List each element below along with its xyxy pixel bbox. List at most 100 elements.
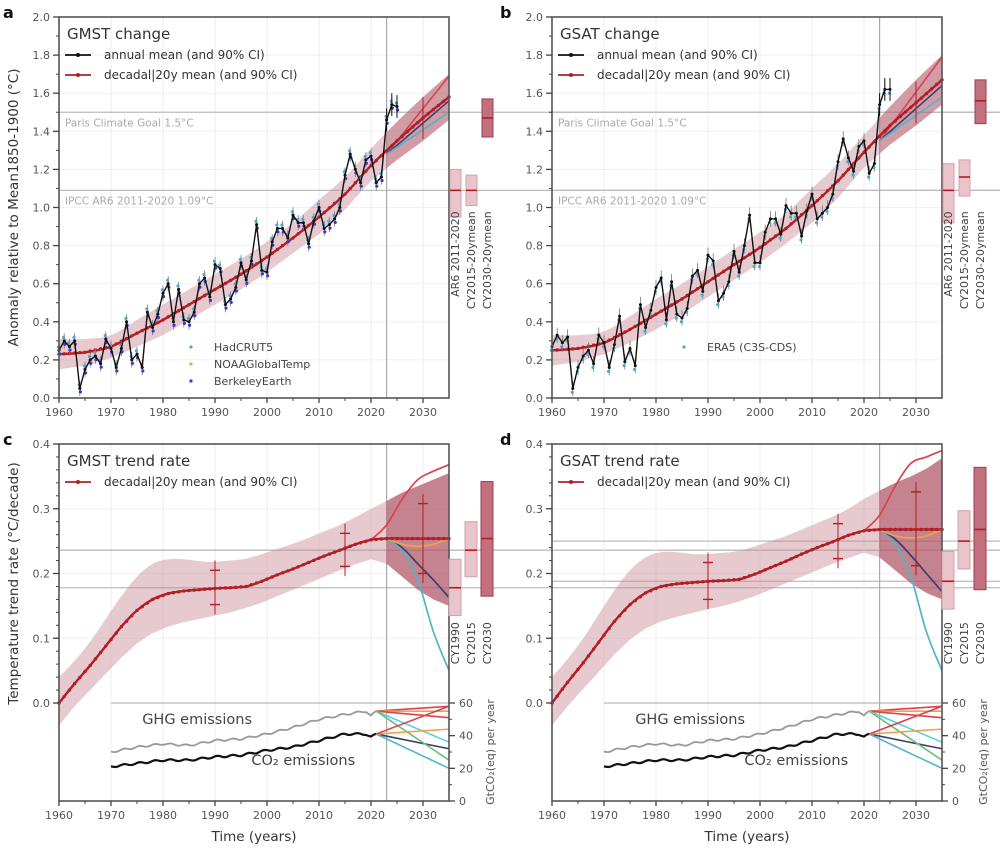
decadal-mean-point [312,558,316,563]
x-tick-label: 1970 [97,809,125,822]
dataset-legend-dot [682,345,686,349]
decadal-mean-point [628,327,632,332]
co2-emissions-label: CO₂ emissions [744,753,848,769]
annual-mean-point [763,230,767,234]
decadal-mean-point [929,87,934,91]
reference-line-label: Paris Climate Goal 1.5°C [558,117,687,129]
side-box-label: CY2015-20ymean [465,211,478,309]
decadal-mean-point [607,338,611,342]
annual-mean-point [125,320,129,324]
annual-mean-point [374,181,378,185]
panel-label-a: a [3,3,14,22]
decadal-mean-point [88,349,92,353]
dataset-point [846,160,850,164]
x-tick-label: 1960 [538,809,566,822]
decadal-mean-point [763,568,767,572]
y-tick-label: 0.2 [33,354,51,367]
decadal-mean-point [612,619,617,624]
y-tick-label: 0.4 [526,438,544,451]
decadal-mean-point [872,139,877,144]
decadal-mean-point [379,537,384,541]
x-tick-label: 2020 [357,809,385,822]
annual-mean-point [862,139,866,143]
annual-mean-point [379,175,383,179]
dataset-point [664,322,668,326]
emission-scenario-line [376,733,450,750]
decadal-mean-point [400,134,404,138]
y-tick-label: 0.4 [33,316,51,329]
panel-label-d: d [500,430,511,449]
dataset-point [820,215,824,219]
dataset-point [188,323,192,327]
decadal-mean-point [721,269,726,274]
dataset-point [202,272,206,277]
decadal-mean-point [810,548,814,552]
annual-mean-point [62,339,66,343]
panel-a: Paris Climate Goal 1.5°C IPCC AR6 2011-20… [6,11,1000,419]
decadal-mean-point [815,545,819,550]
decadal-mean-point [685,293,689,298]
decadal-mean-point [442,99,446,103]
annual-mean-point [623,360,627,364]
decadal-mean-point [690,290,695,294]
decadal-mean-point [929,527,934,532]
annual-mean-point [597,333,601,337]
annual-mean-point [119,346,123,350]
x-tick-label: 1980 [149,406,177,419]
annual-mean-point [784,204,788,208]
dataset-point [124,316,128,320]
decadal-mean-point [145,601,150,605]
annual-mean-point [644,326,648,330]
dataset-point [224,306,228,310]
annual-mean-point [800,234,804,238]
annual-mean-point [333,217,337,221]
annual-mean-point [364,158,368,162]
plot-frame [551,443,943,802]
decadal-mean-point [841,173,845,177]
decadal-mean-point [846,167,851,172]
annual-mean-point [722,291,726,295]
decadal-mean-point [924,527,929,532]
annual-mean-point [286,236,290,240]
decadal-mean-point [784,226,788,231]
decadal-mean-point [332,201,337,206]
annual-mean-point [867,171,871,175]
decadal-mean-point [576,346,580,351]
decadal-mean-point [88,663,92,668]
decadal-mean-point [426,536,430,541]
co2-emissions-line [603,731,870,769]
annual-mean-line [58,103,398,389]
x-tick-label: 1970 [97,406,125,419]
ci-band [59,74,449,370]
side-box-label: CY2030 [974,622,987,664]
decadal-mean-point [109,637,113,642]
annual-mean-point [571,386,575,390]
decadal-mean-point [374,158,378,163]
legend-label-annual: annual mean (and 90% CI) [104,48,265,62]
decadal-mean-point [270,575,274,579]
dataset-legend-dot [189,379,193,383]
dataset-point [254,219,258,223]
annual-mean-point [281,226,285,230]
decadal-mean-point [779,561,783,566]
decadal-mean-point [239,272,243,276]
dataset-point [193,314,197,318]
x-tick-label: 2000 [746,406,774,419]
y-tick-label: 0.4 [33,438,51,451]
ci-band [552,55,942,366]
x-axis-label: Time (years) [703,829,789,845]
y-tick-label: 0.2 [526,354,544,367]
decadal-mean-point [234,275,238,279]
annual-mean-point [301,221,305,225]
decadal-mean-point [296,565,300,569]
dataset-point [172,323,176,327]
decadal-mean-point [130,614,134,618]
x-tick-label: 1990 [694,809,722,822]
annual-mean-point [145,310,149,314]
dataset-point [825,209,829,213]
dataset-point [212,259,216,263]
annual-mean-point [99,362,103,366]
decadal-mean-point [104,346,108,350]
decadal-mean-point [150,597,155,602]
scenario-line [386,537,450,548]
